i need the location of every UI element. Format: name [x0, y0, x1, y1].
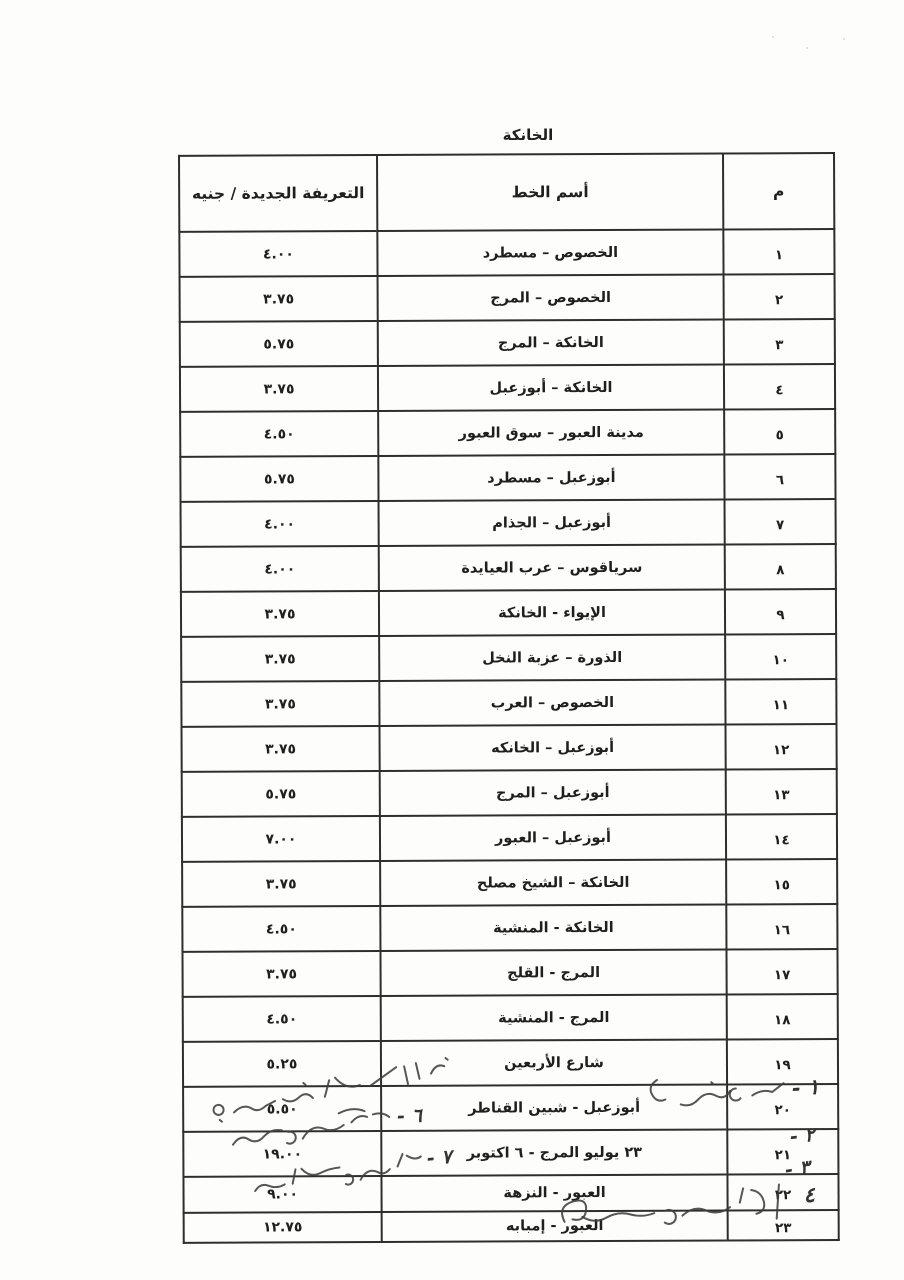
handwritten-scribble [254, 1152, 422, 1192]
note-marker-6: - ٦ [396, 1104, 423, 1128]
cell-num: ٣ [723, 319, 835, 365]
cell-line: مدينة العبور – سوق العبور [378, 409, 725, 456]
scan-speck [772, 36, 774, 38]
cell-line: سرياقوس – عرب العيايدة [378, 544, 725, 591]
cell-line: الخصوص – المرج [377, 274, 724, 321]
handwritten-scribble [212, 1056, 449, 1123]
cell-num: ١٦ [726, 903, 838, 950]
table-row: ٣ الخانكة – المرج ٥.٧٥ [179, 319, 835, 367]
cell-num: ١١ [725, 678, 837, 725]
cell-num: ٦ [724, 454, 836, 500]
note-marker-1: - ١ [791, 1074, 821, 1101]
cell-tariff: ٤.٥٠ [182, 995, 381, 1042]
cell-num: ١٢ [725, 723, 837, 770]
handwritten-note-left-2: - ٦ [220, 1100, 422, 1159]
scan-speck [843, 38, 845, 40]
note-marker-7: - ٧ [426, 1145, 453, 1170]
cell-line: الخانكة – الشيخ مصلح [380, 859, 727, 906]
cell-line: أبوزعبل – مسطرد [378, 454, 725, 501]
cell-num: ١٤ [725, 813, 838, 860]
note-marker-2: - ٢ [788, 1123, 816, 1149]
cell-num: ١٠ [725, 633, 837, 680]
handwritten-scribble [649, 1079, 785, 1107]
table-row: ١٠ الذورة – عزبة النخل ٣.٧٥ [181, 633, 837, 682]
table-row: ١٣ أبوزعبل – المرج ٥.٧٥ [181, 768, 837, 817]
table-row: ١١ الخصوص – العرب ٣.٧٥ [181, 678, 837, 727]
table-row: ١٤ أبوزعبل – العبور ٧.٠٠ [181, 813, 838, 862]
handwritten-note-right-4: ٤ [547, 1175, 815, 1240]
handwritten-scribble [231, 1108, 391, 1146]
cell-num: ٢١ [727, 1128, 839, 1175]
cell-line: أبوزعبل – الخانكه [379, 724, 726, 771]
cell-num: ١٣ [725, 768, 837, 815]
table-row: ٢ الخصوص – المرج ٣.٧٥ [179, 274, 835, 322]
cell-tariff: ٣.٧٥ [182, 860, 381, 907]
cell-line: الخصوص – مسطرد [377, 229, 724, 276]
cell-line: الخانكة - المنشية [380, 904, 727, 951]
table-row: ٧ أبوزعبل – الجذام ٤.٠٠ [180, 499, 836, 547]
cell-num: ١٥ [726, 858, 838, 905]
cell-line: أبوزعبل – الجذام [378, 499, 725, 546]
cell-num: ٧ [724, 499, 836, 545]
cell-line: الخانكة – المرج [377, 319, 724, 366]
table-head: م أسم الخط التعريفة الجديدة / جنيه [179, 153, 835, 232]
table-row: ١ الخصوص – مسطرد ٤.٠٠ [179, 229, 835, 277]
cell-line: أبوزعبل – العبور [379, 814, 727, 861]
table-row: ١٦ الخانكة - المنشية ٤.٥٠ [182, 903, 838, 952]
header-line: أسم الخط [377, 153, 724, 231]
cell-tariff: ٤.٥٠ [180, 410, 379, 457]
page-title: الخانكة [502, 126, 554, 144]
cell-tariff: ٤.٠٠ [180, 545, 379, 592]
cell-tariff: ٣.٧٥ [181, 635, 380, 682]
table-row: ١٥ الخانكة – الشيخ مصلح ٣.٧٥ [182, 858, 838, 907]
cell-tariff: ٣.٧٥ [181, 680, 380, 727]
cell-num: ١ [723, 229, 835, 275]
cell-tariff: ٣.٧٥ [182, 950, 381, 997]
cell-tariff: ٥.٧٥ [181, 770, 380, 817]
cell-num: ١٧ [726, 948, 838, 995]
cell-tariff: ٣.٧٥ [179, 365, 379, 412]
cell-tariff: ٣.٧٥ [179, 275, 378, 322]
cell-num: ٤ [723, 364, 836, 410]
table-row: ١٢ أبوزعبل – الخانكه ٣.٧٥ [181, 723, 837, 772]
cell-tariff: ٧.٠٠ [181, 815, 381, 862]
cell-tariff: ٥.٧٥ [180, 455, 379, 502]
note-marker-4: ٤ [802, 1182, 816, 1208]
cell-tariff: ٤.٠٠ [179, 230, 378, 277]
table-row: ٨ سرياقوس – عرب العيايدة ٤.٠٠ [180, 544, 836, 592]
cell-tariff: ٤.٥٠ [182, 905, 381, 952]
header-num: م [723, 153, 835, 230]
cell-line: الذورة – عزبة النخل [379, 634, 726, 681]
handwritten-note-left-1 [200, 1049, 464, 1128]
handwritten-note-left-3: - ٧ [240, 1144, 453, 1204]
table-row: ١٨ المرج - المنشية ٤.٥٠ [182, 993, 838, 1042]
table-row: ٩ الإيواء - الخانكة ٣.٧٥ [180, 589, 837, 637]
cell-line: المرج - المنشية [380, 994, 727, 1041]
cell-line: أبوزعبل – المرج [379, 769, 726, 816]
cell-num: ٨ [724, 544, 836, 590]
cell-tariff: ٥.٧٥ [179, 320, 378, 367]
handwritten-note-right-1: - ١ [639, 1063, 820, 1121]
cell-tariff: ٣.٧٥ [180, 590, 380, 637]
cell-line: المرج - القلج [380, 949, 727, 996]
table-row: ١٧ المرج - القلج ٣.٧٥ [182, 948, 838, 997]
cell-num: ٢ [723, 274, 835, 320]
cell-line: الإيواء - الخانكة [378, 589, 726, 636]
cell-line: الخانكة – أبوزعبل [377, 364, 725, 411]
handwritten-scribble [561, 1183, 780, 1225]
cell-line: الخصوص – العرب [379, 679, 726, 726]
cell-tariff: ١٢.٧٥ [183, 1211, 382, 1243]
table-row: ٤ الخانكة – أبوزعبل ٣.٧٥ [179, 364, 836, 412]
header-tariff: التعريفة الجديدة / جنيه [179, 154, 378, 232]
table-row: ٥ مدينة العبور – سوق العبور ٤.٥٠ [180, 409, 836, 457]
table-header-row: م أسم الخط التعريفة الجديدة / جنيه [179, 153, 835, 232]
cell-num: ١٨ [726, 993, 838, 1040]
table-row: ٦ أبوزعبل – مسطرد ٥.٧٥ [180, 454, 836, 502]
cell-tariff: ٤.٠٠ [180, 500, 379, 547]
cell-num: ٥ [724, 409, 836, 455]
scan-speck [806, 47, 808, 49]
cell-tariff: ٣.٧٥ [181, 725, 380, 772]
cell-num: ٩ [724, 589, 837, 635]
